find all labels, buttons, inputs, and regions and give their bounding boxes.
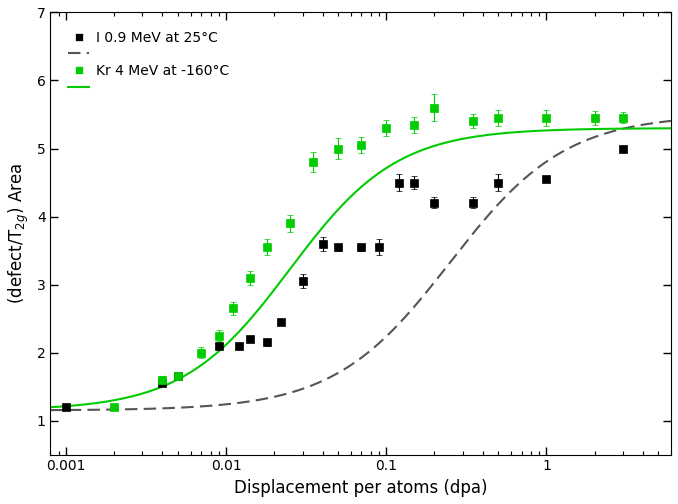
Legend: I 0.9 MeV at 25°C, , Kr 4 MeV at -160°C, : I 0.9 MeV at 25°C, , Kr 4 MeV at -160°C, [62,24,237,102]
X-axis label: Displacement per atoms (dpa): Displacement per atoms (dpa) [234,479,487,497]
Y-axis label: (defect/T$_{2g}$) Area: (defect/T$_{2g}$) Area [7,163,31,304]
